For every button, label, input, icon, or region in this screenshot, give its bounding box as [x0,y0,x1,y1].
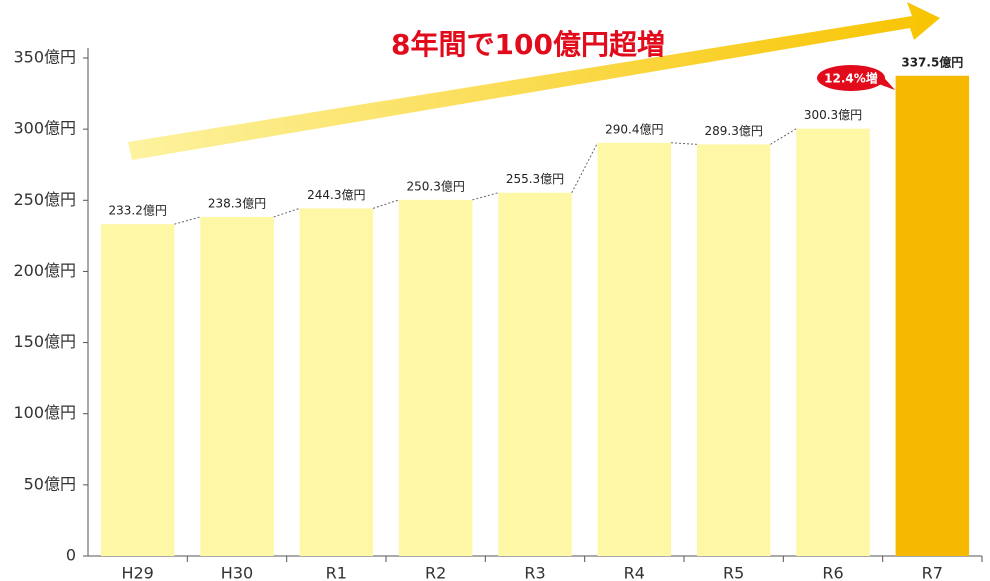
value-label: 290.4億円 [605,122,663,136]
y-tick-label: 250億円 [13,190,76,209]
connector [472,192,499,201]
bar [696,144,771,556]
bar [299,208,374,556]
y-tick-label: 50億円 [24,474,76,493]
bar [200,216,274,556]
y-tick-label: 200億円 [13,261,76,280]
y-tick-label: 100億円 [13,403,76,422]
x-tick-label: R2 [425,564,446,581]
x-tick-label: H30 [221,564,253,581]
connector [671,142,697,145]
y-tick-label: 350億円 [13,48,76,67]
badge-label: 12.4%増 [824,71,878,86]
x-tick-label: R6 [822,564,843,581]
x-tick-label: R4 [624,564,645,581]
badge [817,65,885,91]
y-tick-label: 300億円 [13,119,76,138]
y-tick-label: 150億円 [13,332,76,351]
bar [100,224,175,557]
bar [398,199,473,556]
y-tick-label: 0 [66,546,76,565]
connector [273,207,300,218]
x-tick-label: H29 [121,564,153,581]
chart-title: 8年間で100億円超増 [391,28,665,61]
connector [372,199,400,209]
bar [796,128,870,556]
connector [174,216,201,225]
value-label: 244.3億円 [307,188,365,202]
bar [498,192,572,556]
value-label: 289.3億円 [704,124,762,138]
x-tick-label: R1 [326,564,347,581]
connector [770,128,797,145]
value-label: 238.3億円 [208,196,266,210]
value-label: 233.2億円 [108,204,166,218]
trend-arrow [128,2,940,160]
x-tick-label: R3 [524,564,545,581]
value-label: 300.3億円 [804,108,862,122]
value-label: 337.5億円 [901,54,963,69]
x-tick-label: R7 [922,564,943,581]
x-tick-label: R5 [723,564,744,581]
connector [571,142,599,193]
bar [895,75,970,557]
badge-tail [873,72,895,90]
value-label: 255.3億円 [506,172,564,186]
value-label: 250.3億円 [406,179,464,193]
bar [597,142,672,556]
